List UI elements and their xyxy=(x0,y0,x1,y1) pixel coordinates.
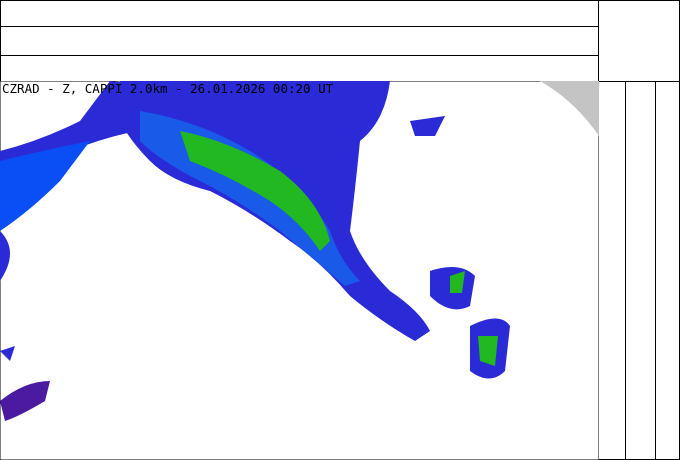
legend-column-2 xyxy=(625,81,656,460)
precipitation-echoes xyxy=(0,81,510,421)
radar-map[interactable] xyxy=(0,81,599,460)
header-side-panel xyxy=(598,0,680,82)
legend-column-1 xyxy=(598,81,626,460)
legend-column-3 xyxy=(655,81,680,460)
out-of-range-area xyxy=(540,81,599,136)
header-row-3 xyxy=(0,55,599,82)
header-row-2 xyxy=(0,26,599,56)
radar-caption: CZRAD - Z, CAPPI 2.0km - 26.01.2026 00:2… xyxy=(2,81,334,96)
header-row-1 xyxy=(0,0,599,27)
